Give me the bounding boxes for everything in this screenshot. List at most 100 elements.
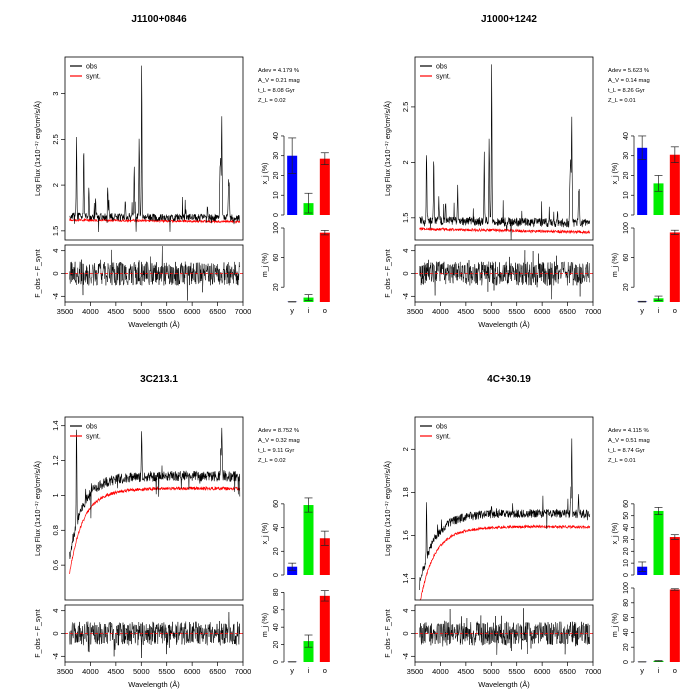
- xtick-label: 4000: [82, 307, 99, 316]
- mj-ytick-label: 20: [273, 283, 280, 291]
- stats-line: A_V = 0.14 mag: [608, 78, 650, 84]
- xtick-label: 4500: [108, 307, 125, 316]
- xtick-label: 6500: [209, 307, 226, 316]
- stats-line: Z_L = 0.01: [608, 458, 636, 464]
- stats-line: t_L = 8.74 Gyr: [608, 448, 645, 454]
- xj-bar-y: [287, 155, 298, 215]
- mj-ylabel: m_j (%): [612, 613, 619, 637]
- flux-ytick-label: 0.6: [51, 560, 60, 570]
- xj-ytick-label: 20: [273, 171, 280, 179]
- flux-ytick-label: 1.5: [401, 213, 410, 223]
- xj-bar-y: [637, 147, 648, 215]
- xtick-label: 4500: [458, 667, 475, 676]
- xtick-label: 5000: [133, 307, 150, 316]
- xtick-label: 3500: [57, 667, 74, 676]
- residual-ytick-label: 0: [51, 271, 60, 275]
- legend-synt-label: synt.: [436, 74, 451, 81]
- obs-spectrum-line: [419, 438, 591, 591]
- stats-line: Adev = 4.179 %: [258, 68, 299, 74]
- stats-line: t_L = 9.11 Gyr: [258, 448, 294, 454]
- panel-title: J1100+0846: [131, 14, 187, 25]
- flux-axes-frame: [414, 416, 594, 601]
- flux-ylabel: Log Flux (1x10⁻¹⁷ erg/cm²/s/Å): [33, 461, 42, 556]
- residual-ytick-label: 4: [51, 609, 60, 613]
- mj-ytick-label: 20: [623, 643, 630, 651]
- xtick-label: 4000: [432, 667, 449, 676]
- mj-ytick-label: 60: [623, 254, 630, 262]
- stats-line: Z_L = 0.01: [608, 98, 636, 104]
- xj-ytick-label: 20: [273, 547, 280, 555]
- flux-ytick-label: 3: [51, 92, 60, 96]
- residual-line: [419, 250, 591, 300]
- mj-ytick-label: 100: [623, 582, 630, 594]
- panel-title: 4C+30.19: [487, 374, 531, 385]
- xj-bar-i: [303, 505, 314, 575]
- flux-ylabel: Log Flux (1x10⁻¹⁷ erg/cm²/s/Å): [383, 461, 392, 556]
- legend-obs-label: obs: [436, 424, 448, 431]
- panel-3: 4C+30.19 1.4 1.6 1.8 2 Log Flux (1x10⁻¹⁷ erg/…: [383, 374, 680, 689]
- mj-ytick-label: 20: [623, 283, 630, 291]
- residual-ytick-label: 4: [401, 249, 410, 253]
- flux-ytick-label: 2.5: [401, 102, 410, 112]
- xj-ytick-label: 40: [623, 524, 630, 532]
- xj-ytick-label: 30: [273, 152, 280, 160]
- mj-ytick-label: 0: [623, 660, 630, 664]
- flux-ytick-label: 2: [401, 447, 410, 451]
- synt-spectrum-line: [419, 524, 591, 601]
- bar-category-label: y: [290, 306, 294, 315]
- legend-obs-label: obs: [436, 64, 448, 71]
- flux-ytick-label: 1: [51, 493, 60, 497]
- bar-category-label: i: [658, 666, 660, 675]
- stats-line: Adev = 4.115 %: [608, 428, 649, 434]
- flux-ytick-label: 1.8: [401, 487, 410, 497]
- xj-ylabel: x_j (%): [612, 163, 619, 185]
- legend-synt-label: synt.: [86, 434, 101, 441]
- bar-category-label: y: [640, 306, 644, 315]
- bar-category-label: i: [308, 666, 310, 675]
- flux-ytick-label: 1.5: [51, 226, 60, 236]
- xtick-label: 5500: [158, 307, 175, 316]
- flux-ytick-label: 2: [401, 160, 410, 164]
- xj-ytick-label: 10: [623, 559, 630, 567]
- flux-ytick-label: 1.2: [51, 455, 60, 465]
- synt-spectrum-line: [419, 226, 591, 235]
- bar-category-label: o: [323, 306, 327, 315]
- residual-ytick-label: 4: [51, 249, 60, 253]
- synt-spectrum-line: [69, 485, 241, 574]
- xlabel: Wavelength (Å): [478, 320, 530, 329]
- xj-ytick-label: 40: [273, 524, 280, 532]
- xtick-label: 3500: [407, 667, 424, 676]
- bar-category-label: o: [673, 666, 677, 675]
- residual-ytick-label: 0: [51, 631, 60, 635]
- xtick-label: 5500: [508, 307, 525, 316]
- xtick-label: 3500: [57, 307, 74, 316]
- residual-ytick-label: 0: [401, 271, 410, 275]
- xj-ytick-label: 10: [273, 191, 280, 199]
- stats-line: Adev = 8.752 %: [258, 428, 299, 434]
- mj-ytick-label: 40: [273, 623, 280, 631]
- xj-bar-o: [669, 154, 680, 215]
- panel-2: 3C213.1 0.6 0.8 1 1.2 1.4 Log Flux (1x10⁻¹⁷ er…: [33, 374, 330, 689]
- mj-ylabel: m_j (%): [262, 613, 269, 637]
- flux-ytick-label: 1.4: [51, 420, 60, 430]
- xj-ylabel: x_j (%): [262, 163, 269, 185]
- bar-category-label: o: [673, 306, 677, 315]
- residual-line: [419, 608, 591, 655]
- xtick-label: 6000: [184, 667, 201, 676]
- xj-bar-o: [669, 537, 680, 575]
- mj-ylabel: m_j (%): [262, 253, 269, 277]
- xtick-label: 7000: [235, 667, 252, 676]
- xj-bar-y: [287, 566, 298, 575]
- flux-ytick-label: 2.5: [51, 134, 60, 144]
- residual-ytick-label: -4: [401, 653, 410, 660]
- xtick-label: 5500: [158, 667, 175, 676]
- residual-ytick-label: -4: [51, 293, 60, 300]
- mj-ytick-label: 0: [273, 660, 280, 664]
- xlabel: Wavelength (Å): [128, 680, 180, 689]
- residual-line: [69, 612, 241, 659]
- legend-synt-label: synt.: [86, 74, 101, 81]
- xtick-label: 4500: [458, 307, 475, 316]
- stats-line: Z_L = 0.02: [258, 458, 286, 464]
- flux-axes-frame: [414, 56, 594, 241]
- xj-ytick-label: 60: [623, 500, 630, 508]
